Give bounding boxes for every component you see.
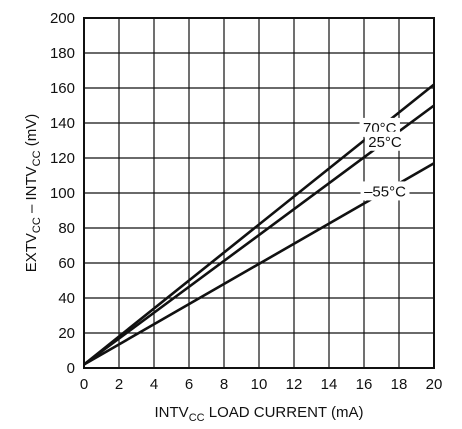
x-tick-label: 12 xyxy=(286,376,303,393)
y-tick-label: 60 xyxy=(58,255,75,272)
y-axis-title-a: EXTV xyxy=(23,233,40,272)
y-tick-label: 20 xyxy=(58,325,75,342)
x-tick-label: 4 xyxy=(150,376,158,393)
plot-frame xyxy=(83,17,435,369)
x-axis-title-sub: CC xyxy=(189,412,205,424)
x-axis-title-pre: INTV xyxy=(155,404,189,421)
y-tick-label: 180 xyxy=(50,45,75,62)
series-label-25c: 25°C xyxy=(368,134,402,151)
x-tick-label: 0 xyxy=(80,376,88,393)
series-label-background xyxy=(364,131,406,151)
x-tick-label: 20 xyxy=(426,376,443,393)
x-tick-label: 16 xyxy=(356,376,373,393)
y-axis-title-post: (mV) xyxy=(23,114,40,151)
x-tick-label: 6 xyxy=(185,376,193,393)
y-tick-labels: 0 20 40 60 80 100 120 140 160 180 200 xyxy=(50,10,75,377)
y-tick-label: 40 xyxy=(58,290,75,307)
y-axis-title-mid: – INTV xyxy=(23,166,40,217)
y-tick-label: 80 xyxy=(58,220,75,237)
y-tick-label: 100 xyxy=(50,185,75,202)
x-tick-labels: 0 2 4 6 8 10 12 14 16 18 20 xyxy=(80,376,443,393)
y-axis-title: EXTVCC – INTVCC (mV) xyxy=(23,114,43,273)
x-tick-label: 14 xyxy=(321,376,338,393)
y-tick-label: 120 xyxy=(50,150,75,167)
y-tick-label: 160 xyxy=(50,80,75,97)
x-tick-label: 10 xyxy=(251,376,268,393)
series-label-background xyxy=(360,181,410,201)
x-tick-label: 8 xyxy=(220,376,228,393)
y-tick-label: 200 xyxy=(50,10,75,27)
y-axis-title-a-sub: CC xyxy=(31,217,43,233)
series-labels: 70°C25°C–55°C xyxy=(359,117,410,201)
y-tick-label: 0 xyxy=(67,360,75,377)
x-axis-title-post: LOAD CURRENT (mA) xyxy=(205,404,364,421)
y-axis-title-b-sub: CC xyxy=(31,150,43,166)
series-label-minus55c: –55°C xyxy=(364,183,406,200)
x-tick-label: 2 xyxy=(115,376,123,393)
x-tick-label: 18 xyxy=(391,376,408,393)
x-axis-title: INTVCC LOAD CURRENT (mA) xyxy=(155,404,364,424)
y-tick-label: 140 xyxy=(50,115,75,132)
